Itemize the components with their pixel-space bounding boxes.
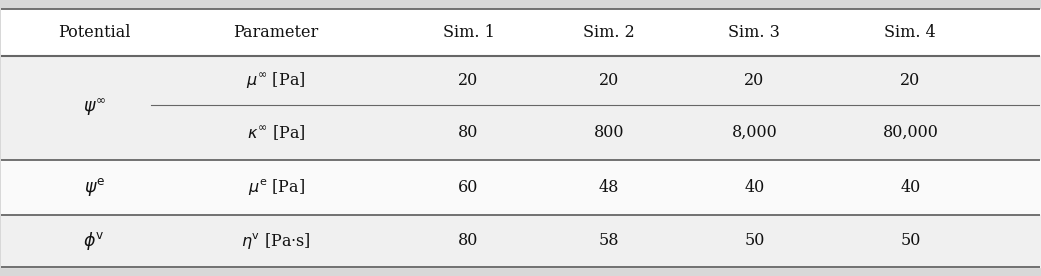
Text: $\mu^\infty$ [Pa]: $\mu^\infty$ [Pa] <box>247 70 306 90</box>
Text: $\mu^\mathrm{e}$ [Pa]: $\mu^\mathrm{e}$ [Pa] <box>248 177 305 197</box>
Text: 8,000: 8,000 <box>732 124 778 141</box>
Text: Sim. 4: Sim. 4 <box>885 24 936 41</box>
Text: 800: 800 <box>593 124 625 141</box>
Text: 80: 80 <box>458 232 479 250</box>
Text: 48: 48 <box>599 179 619 196</box>
Text: Sim. 1: Sim. 1 <box>442 24 494 41</box>
Text: Sim. 3: Sim. 3 <box>729 24 781 41</box>
Text: 20: 20 <box>458 72 479 89</box>
Text: $\phi^\mathrm{v}$: $\phi^\mathrm{v}$ <box>83 230 105 252</box>
Text: 40: 40 <box>744 179 764 196</box>
Text: 60: 60 <box>458 179 479 196</box>
Text: Potential: Potential <box>58 24 130 41</box>
Text: 20: 20 <box>744 72 764 89</box>
Text: $\kappa^\infty$ [Pa]: $\kappa^\infty$ [Pa] <box>247 123 305 142</box>
Text: 20: 20 <box>599 72 619 89</box>
Text: Parameter: Parameter <box>233 24 319 41</box>
Text: 40: 40 <box>900 179 920 196</box>
Text: $\psi^\mathrm{e}$: $\psi^\mathrm{e}$ <box>83 176 105 198</box>
Text: 80: 80 <box>458 124 479 141</box>
Text: $\eta^\mathrm{v}$ [Pa$\cdot$s]: $\eta^\mathrm{v}$ [Pa$\cdot$s] <box>242 231 311 251</box>
Text: Sim. 2: Sim. 2 <box>583 24 635 41</box>
Text: 58: 58 <box>599 232 619 250</box>
Text: $\psi^\infty$: $\psi^\infty$ <box>82 97 106 118</box>
Text: 50: 50 <box>900 232 920 250</box>
Text: 50: 50 <box>744 232 764 250</box>
Text: 20: 20 <box>900 72 920 89</box>
Text: 80,000: 80,000 <box>883 124 938 141</box>
